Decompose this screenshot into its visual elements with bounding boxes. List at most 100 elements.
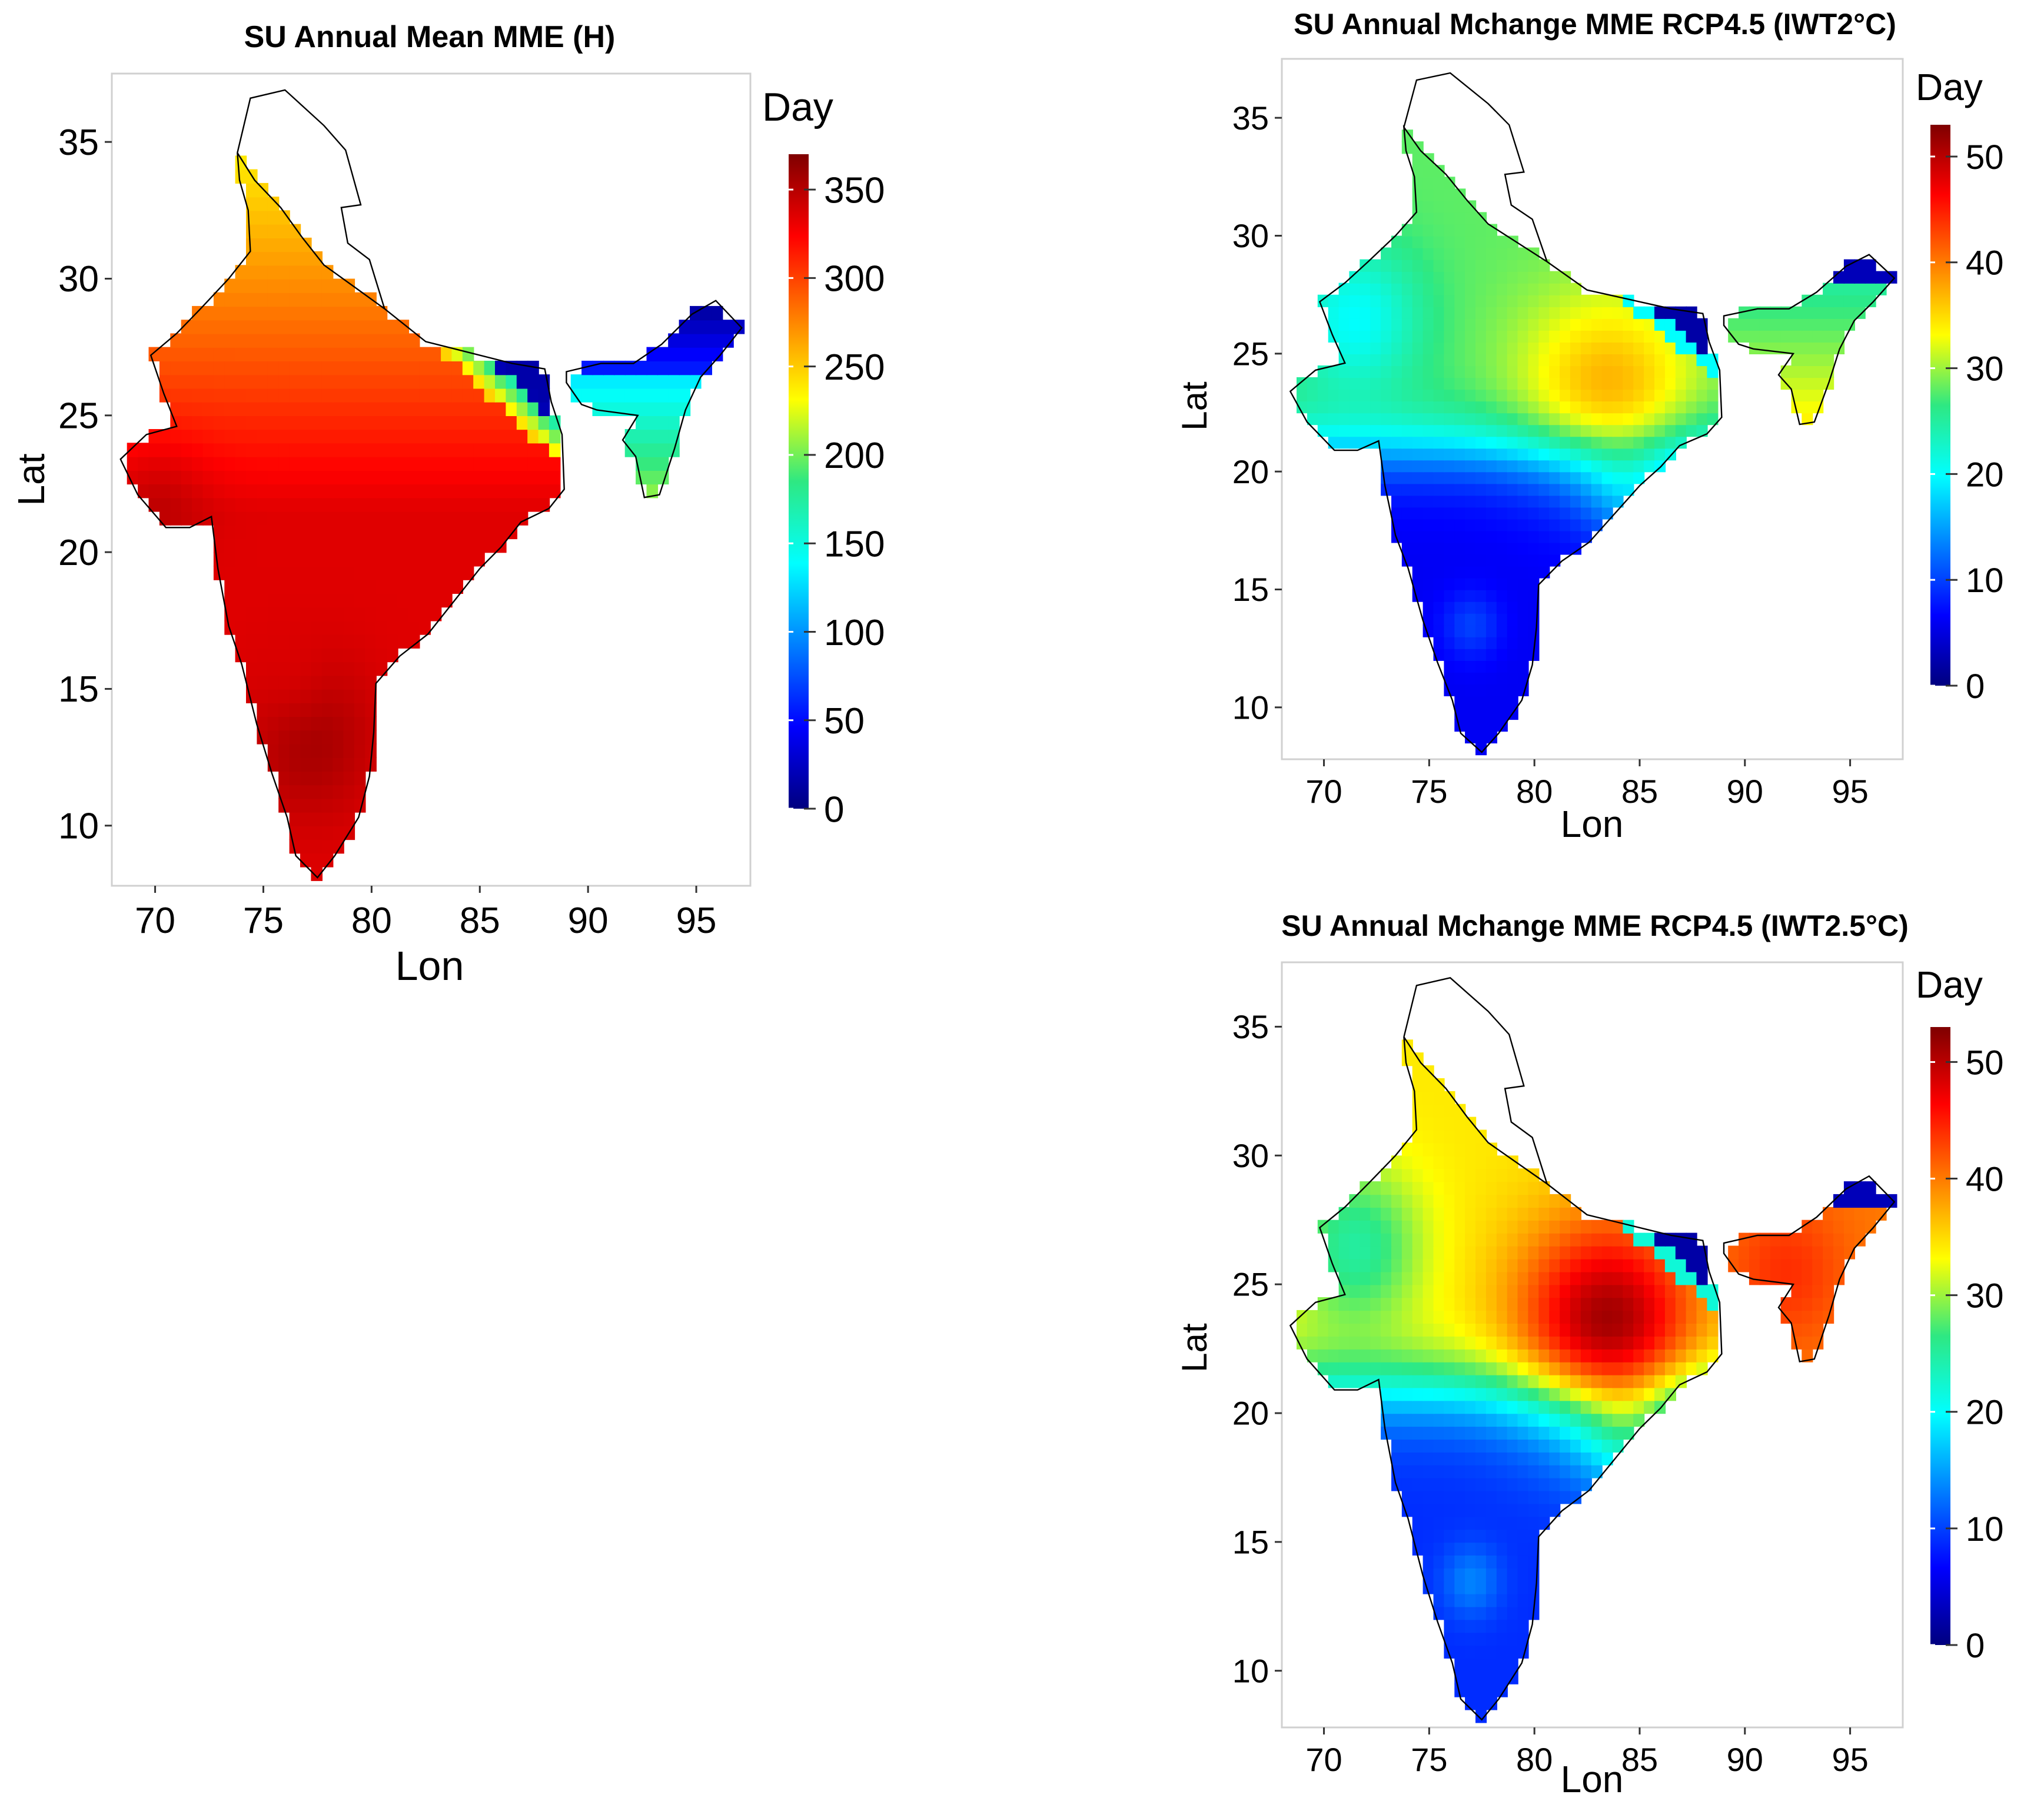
grid-cell	[1623, 341, 1634, 354]
grid-cell	[408, 374, 420, 389]
grid-cell	[1496, 1516, 1508, 1530]
grid-cell	[343, 320, 355, 334]
grid-cell	[1538, 1477, 1550, 1491]
grid-cell	[700, 320, 712, 334]
grid-cell	[419, 470, 431, 485]
grid-cell	[1454, 1129, 1466, 1144]
grid-cell	[1485, 730, 1497, 744]
grid-cell	[1444, 1258, 1455, 1272]
grid-cell	[375, 647, 388, 663]
grid-cell	[365, 538, 377, 553]
grid-cell	[1538, 1181, 1550, 1195]
grid-cell	[1465, 507, 1477, 520]
grid-cell	[1528, 365, 1540, 378]
grid-cell	[1528, 271, 1540, 284]
grid-cell	[1517, 1245, 1529, 1260]
grid-cell	[1381, 247, 1392, 260]
grid-cell	[1496, 1567, 1508, 1581]
grid-cell	[1496, 330, 1508, 343]
grid-cell	[1381, 1335, 1392, 1350]
grid-cell	[1433, 1078, 1445, 1092]
grid-cell	[430, 456, 442, 471]
grid-cell	[365, 443, 377, 457]
grid-cell	[516, 401, 529, 416]
grid-cell	[1580, 294, 1592, 307]
grid-cell	[1433, 1490, 1445, 1504]
grid-cell	[1412, 1361, 1424, 1375]
grid-cell	[1644, 1361, 1656, 1375]
grid-cell	[1391, 353, 1403, 366]
grid-cell	[462, 456, 474, 471]
grid-cell	[495, 443, 507, 457]
grid-cell	[202, 470, 215, 485]
grid-cell	[365, 305, 377, 321]
grid-cell	[1465, 259, 1477, 272]
grid-cell	[1465, 1425, 1477, 1440]
grid-cell	[1433, 519, 1445, 531]
grid-cell	[1696, 1361, 1708, 1375]
grid-cell	[1370, 424, 1382, 437]
grid-cell	[1360, 365, 1371, 378]
grid-cell	[375, 374, 388, 389]
grid-cell	[1338, 436, 1350, 449]
grid-cell	[1528, 448, 1540, 461]
grid-cell	[267, 374, 280, 389]
grid-cell	[170, 484, 182, 499]
grid-cell	[1560, 424, 1571, 437]
grid-cell	[1538, 1374, 1550, 1388]
grid-cell	[1864, 1219, 1876, 1234]
grid-cell	[1465, 330, 1477, 343]
grid-cell	[387, 360, 398, 376]
grid-cell	[1444, 424, 1455, 437]
grid-cell	[1496, 365, 1508, 378]
grid-cell	[1791, 1258, 1803, 1272]
grid-cell	[278, 647, 290, 663]
grid-cell	[1560, 1477, 1571, 1491]
grid-cell	[1496, 613, 1508, 626]
grid-cell	[516, 497, 529, 512]
grid-cell	[1391, 1258, 1403, 1272]
grid-cell	[1675, 1297, 1687, 1311]
grid-cell	[246, 305, 258, 321]
grid-cell	[1560, 1194, 1571, 1208]
grid-cell	[1465, 318, 1477, 331]
grid-cell	[408, 524, 420, 540]
grid-cell	[289, 497, 301, 512]
grid-cell	[624, 429, 637, 444]
grid-cell	[354, 730, 366, 745]
grid-cell	[1370, 401, 1382, 414]
grid-cell	[1528, 1297, 1540, 1311]
grid-cell	[430, 524, 442, 540]
grid-cell	[1485, 471, 1497, 484]
grid-cell	[1485, 1529, 1497, 1543]
grid-cell	[1349, 294, 1361, 307]
grid-cell	[1465, 306, 1477, 319]
grid-cell	[321, 812, 334, 826]
grid-cell	[1317, 1335, 1329, 1350]
grid-cell	[1591, 1464, 1603, 1478]
grid-cell	[1517, 1438, 1529, 1453]
grid-cell	[1633, 1245, 1645, 1260]
grid-cell	[1475, 1632, 1487, 1646]
grid-cell	[1496, 1503, 1508, 1517]
y-tick-label: 25	[58, 396, 99, 437]
grid-cell	[1591, 318, 1603, 331]
grid-cell	[1496, 247, 1508, 260]
grid-cell	[1412, 1207, 1424, 1221]
grid-cell	[1475, 1181, 1487, 1195]
grid-cell	[1328, 365, 1340, 378]
grid-cell	[1423, 589, 1434, 602]
grid-cell	[1328, 1245, 1340, 1260]
grid-cell	[1317, 1322, 1329, 1337]
grid-cell	[321, 593, 334, 608]
grid-cell	[170, 429, 182, 444]
grid-cell	[1349, 1219, 1361, 1234]
grid-cell	[1391, 1297, 1403, 1311]
grid-cell	[1433, 283, 1445, 295]
grid-cell	[257, 607, 268, 622]
grid-cell	[1401, 330, 1413, 343]
grid-cell	[1517, 1567, 1529, 1581]
grid-cell	[246, 388, 258, 403]
grid-cell	[333, 566, 344, 580]
x-tick-label: 90	[1727, 1741, 1763, 1778]
